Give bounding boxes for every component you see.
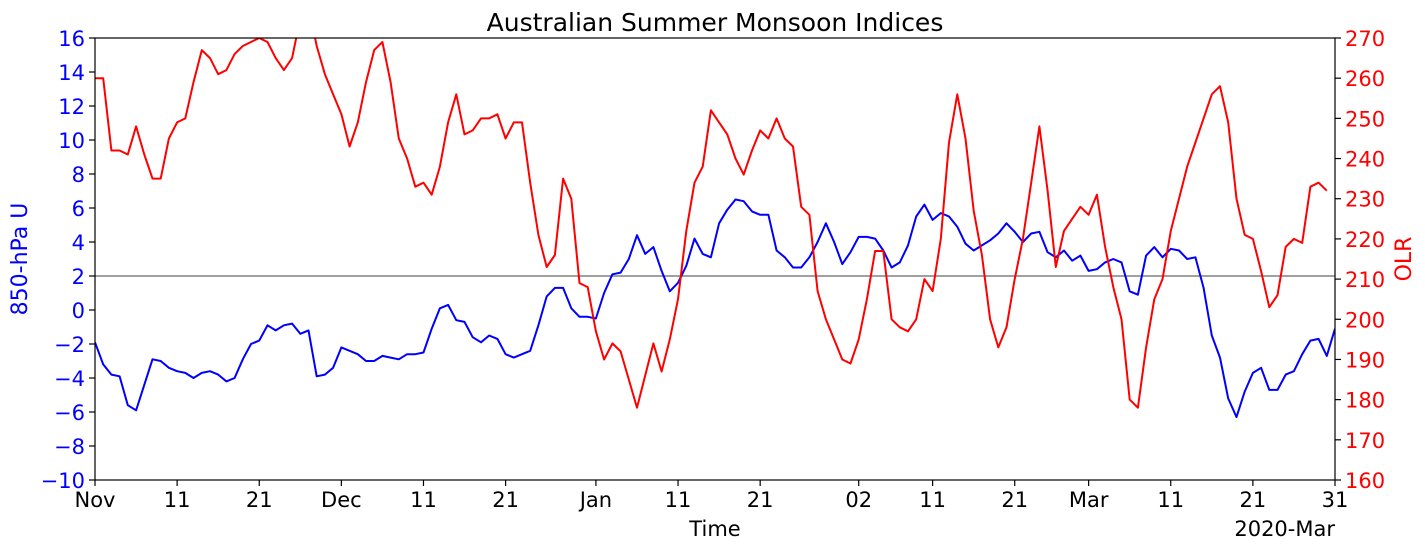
y-left-tick: 12	[58, 95, 95, 119]
x-tick: 11	[665, 480, 692, 512]
y-right-tick: 200	[1335, 308, 1385, 332]
x-axis: Nov 11 21 Dec 11 21 Jan 11 21 02 11 21 Mar 11 21 31	[75, 480, 1349, 512]
y-right-tick-label: 180	[1345, 389, 1385, 413]
y-right-tick: 260	[1335, 67, 1385, 91]
y-right-tick: 160	[1335, 469, 1385, 493]
x-axis-label: Time	[688, 517, 740, 541]
x-tick: 21	[747, 480, 774, 512]
x-tick: 11	[1157, 480, 1184, 512]
y-right-tick-label: 160	[1345, 469, 1385, 493]
x-tick: Mar	[1069, 480, 1109, 512]
x-tick-label: Dec	[321, 488, 362, 512]
y-left-tick-label: −8	[54, 435, 85, 459]
y-left-tick: 2	[72, 265, 95, 289]
y-right-tick-label: 270	[1345, 27, 1385, 51]
y-left-tick: 4	[72, 231, 95, 255]
y-right-tick-label: 220	[1345, 228, 1385, 252]
x-tick-label: 02	[845, 488, 872, 512]
x-corner-label: 2020-Mar	[1234, 517, 1335, 541]
y-right-tick: 230	[1335, 188, 1385, 212]
y-left-tick-label: −6	[54, 401, 85, 425]
right-y-axis: 160 170 180 190 200 210 220 230 240 250 260 270	[1335, 27, 1385, 493]
y-right-tick-label: 170	[1345, 429, 1385, 453]
y-left-tick: −10	[41, 469, 95, 493]
y-right-tick-label: 190	[1345, 348, 1385, 372]
x-tick: Dec	[321, 480, 362, 512]
x-tick: 11	[164, 480, 191, 512]
x-tick-label: 21	[1240, 488, 1267, 512]
x-tick: Nov	[75, 480, 116, 512]
y-left-tick: −4	[54, 367, 95, 391]
y-left-tick: −6	[54, 401, 95, 425]
y-right-tick-label: 210	[1345, 268, 1385, 292]
y-right-tick-label: 240	[1345, 148, 1385, 172]
series-line-850hpa-u	[95, 198, 1335, 419]
plot-area	[94, 37, 1336, 481]
y-right-tick: 180	[1335, 389, 1385, 413]
x-tick-label: 11	[164, 488, 191, 512]
y-right-tick: 190	[1335, 348, 1385, 372]
y-left-tick-label: 4	[72, 231, 85, 255]
y-left-tick: 16	[58, 27, 95, 51]
x-tick-label: Jan	[578, 488, 612, 512]
y-left-tick-label: −2	[54, 333, 85, 357]
y-right-tick: 240	[1335, 148, 1385, 172]
left-y-axis: −10 −8 −6 −4 −2 0 2 4 6 8 10 12 14 16	[41, 27, 95, 493]
x-tick: 21	[1240, 480, 1267, 512]
y-left-label: 850-hPa U	[8, 203, 33, 316]
y-left-tick: −2	[54, 333, 95, 357]
y-right-tick: 170	[1335, 429, 1385, 453]
y-left-tick-label: −10	[41, 469, 85, 493]
y-right-tick-label: 230	[1345, 188, 1385, 212]
y-left-tick: 0	[72, 299, 95, 323]
plot-frame	[94, 37, 1336, 481]
y-right-label: OLR	[1392, 237, 1417, 282]
x-tick: 11	[919, 480, 946, 512]
x-tick: Jan	[578, 480, 612, 512]
y-right-tick: 210	[1335, 268, 1385, 292]
x-tick: 21	[492, 480, 519, 512]
x-tick-label: 11	[665, 488, 692, 512]
x-tick-label: 11	[1157, 488, 1184, 512]
y-left-tick-label: 14	[58, 61, 85, 85]
x-tick: 02	[845, 480, 872, 512]
y-left-tick-label: 10	[58, 129, 85, 153]
x-tick-label: 21	[492, 488, 519, 512]
y-left-tick-label: 6	[72, 197, 85, 221]
y-left-tick: 14	[58, 61, 95, 85]
y-left-tick: 6	[72, 197, 95, 221]
x-tick-label: 21	[747, 488, 774, 512]
x-tick: 11	[410, 480, 437, 512]
y-left-tick: 8	[72, 163, 95, 187]
series-line-olr	[95, 38, 1328, 409]
y-right-tick-label: 260	[1345, 67, 1385, 91]
y-left-tick-label: 8	[72, 163, 85, 187]
x-tick: 31	[1322, 480, 1349, 512]
y-left-tick-label: −4	[54, 367, 85, 391]
x-tick-label: 31	[1322, 488, 1349, 512]
y-right-tick-label: 200	[1345, 308, 1385, 332]
x-tick-label: Mar	[1069, 488, 1109, 512]
y-left-tick: −8	[54, 435, 95, 459]
x-tick: 21	[1001, 480, 1028, 512]
y-right-tick: 270	[1335, 27, 1385, 51]
y-left-tick-label: 0	[72, 299, 85, 323]
x-tick-label: 11	[919, 488, 946, 512]
y-left-tick-label: 12	[58, 95, 85, 119]
x-tick-label: 21	[246, 488, 273, 512]
y-left-tick-label: 16	[58, 27, 85, 51]
y-right-tick: 250	[1335, 107, 1385, 131]
x-tick-label: 21	[1001, 488, 1028, 512]
y-right-tick: 220	[1335, 228, 1385, 252]
x-tick-label: Nov	[75, 488, 116, 512]
chart-title: Australian Summer Monsoon Indices	[487, 8, 944, 37]
y-left-tick: 10	[58, 129, 95, 153]
x-tick-label: 11	[410, 488, 437, 512]
y-right-tick-label: 250	[1345, 107, 1385, 131]
x-tick: 21	[246, 480, 273, 512]
y-left-tick-label: 2	[72, 265, 85, 289]
